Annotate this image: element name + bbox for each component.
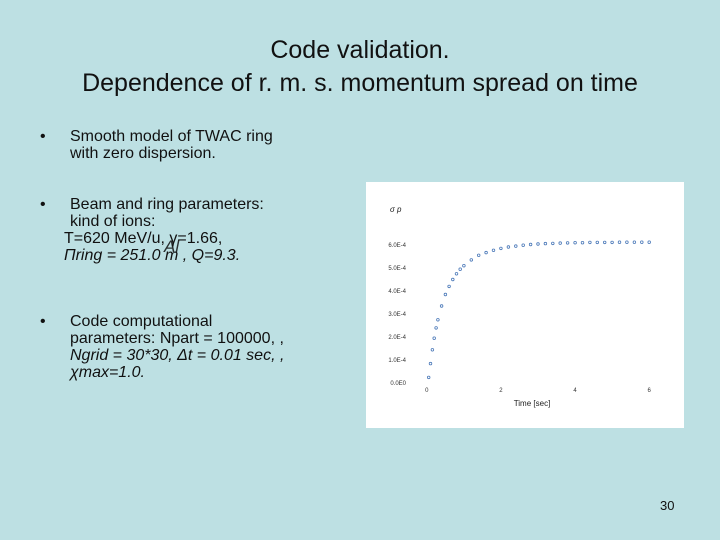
bullet-text: T=620 MeV/u, γ=1.66, <box>64 230 223 247</box>
bullet-text: parameters: Npart = 100000, , <box>70 330 284 347</box>
data-point <box>443 292 448 297</box>
data-point <box>528 242 533 247</box>
data-point <box>427 375 431 380</box>
y-tick-label: 5.0E-4 <box>388 266 406 272</box>
page-number: 30 <box>660 498 675 513</box>
x-axis-label: Time [sec] <box>514 399 551 408</box>
data-point <box>432 336 436 340</box>
x-tick-label: 4 <box>573 388 577 394</box>
data-point <box>632 240 637 244</box>
data-point <box>484 250 488 255</box>
bullet-text: Beam and ring parameters: <box>70 196 264 213</box>
y-tick-label: 2.0E-4 <box>388 335 406 341</box>
bullet-marker: • <box>40 313 46 330</box>
chart-svg: σ p 0.0E0 1.0E-4 2.0E-4 3.0E-4 4.0E-4 5.0E-4 6.… <box>388 205 652 408</box>
data-point <box>625 240 629 244</box>
data-point <box>543 241 548 246</box>
x-tick-label: 0 <box>425 388 429 394</box>
y-axis-label: σ p <box>390 205 402 214</box>
bullet-text: Code computational <box>70 313 213 330</box>
data-point <box>536 242 540 246</box>
slide-title: Code validation. Dependence of r. m. s. … <box>0 34 720 100</box>
data-point <box>428 361 433 366</box>
y-tick-label: 3.0E-4 <box>388 312 406 318</box>
data-point <box>451 277 455 282</box>
data-point <box>506 245 511 249</box>
title-line-2: Dependence of r. m. s. momentum spread o… <box>82 69 638 97</box>
y-tick-label: 6.0E-4 <box>388 243 406 249</box>
data-point <box>617 240 622 244</box>
data-point <box>640 240 644 244</box>
data-point <box>514 244 518 248</box>
bullet-text: Smooth model of TWAC ring <box>70 128 273 145</box>
bullet-marker: • <box>40 196 46 213</box>
data-point <box>573 241 577 245</box>
bullet-text: Πring = 251.0 m , Q=9.3. <box>64 247 241 264</box>
data-point <box>458 267 462 271</box>
y-tick-label: 4.0E-4 <box>388 289 406 295</box>
title-line-1: Code validation. <box>270 36 450 64</box>
data-point <box>595 240 599 245</box>
overlay-text: Al <box>164 237 180 256</box>
data-point <box>436 318 440 322</box>
data-point <box>454 272 459 276</box>
data-point <box>462 263 466 268</box>
data-point <box>499 246 503 251</box>
data-point <box>469 258 473 262</box>
data-point <box>565 241 570 245</box>
data-point <box>434 326 438 330</box>
data-point <box>476 253 481 257</box>
chart-panel: σ p 0.0E0 1.0E-4 2.0E-4 3.0E-4 4.0E-4 5.0E-4 6.… <box>366 182 684 428</box>
bullet-text: χmax=1.0. <box>70 364 145 381</box>
data-point <box>430 348 435 352</box>
bullet-text: kind of ions: <box>70 213 156 230</box>
data-point <box>602 240 607 245</box>
data-point <box>610 240 614 245</box>
data-point <box>647 240 651 244</box>
data-point <box>558 241 562 245</box>
x-tick-label: 6 <box>648 388 652 394</box>
bullet-marker: • <box>40 128 46 145</box>
data-point <box>447 284 451 289</box>
data-point <box>588 240 592 245</box>
data-point <box>521 243 525 247</box>
data-point <box>551 241 555 246</box>
bullet-text: Ngrid = 30*30, Δt = 0.01 sec, , <box>70 347 285 364</box>
y-tick-label: 1.0E-4 <box>388 358 406 364</box>
data-point <box>491 248 496 252</box>
x-tick-label: 2 <box>499 388 503 394</box>
bullet-text: with zero dispersion. <box>70 145 216 162</box>
data-point <box>439 304 444 308</box>
y-tick-label: 0.0E0 <box>390 381 406 387</box>
data-point <box>580 241 585 245</box>
